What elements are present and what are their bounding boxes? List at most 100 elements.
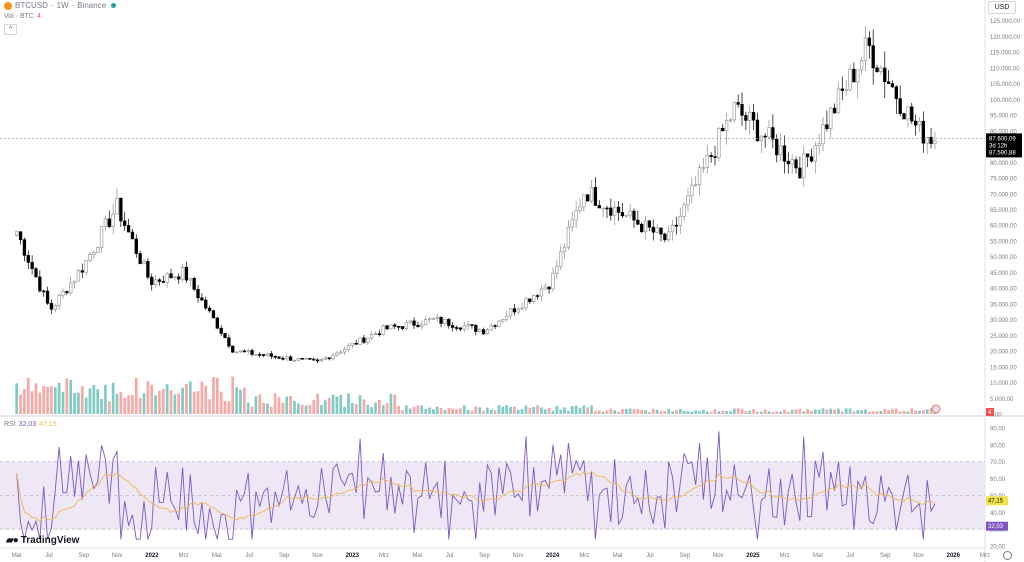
- candle-body: [269, 353, 273, 357]
- volume-bar: [671, 411, 674, 414]
- candle-body: [404, 322, 409, 329]
- candle-body: [508, 308, 513, 317]
- candle-body: [466, 324, 470, 327]
- volume-bar: [84, 397, 88, 414]
- symbol-legend[interactable]: BTCUSD · 1W · Binance: [4, 1, 117, 10]
- volume-bar: [374, 402, 377, 414]
- time-tick-label: Mrz: [780, 553, 790, 559]
- candle-body: [902, 113, 906, 120]
- volume-bar: [567, 410, 570, 414]
- volume-bar: [810, 411, 813, 414]
- currency-button[interactable]: USD: [988, 1, 1016, 14]
- candle-body: [636, 219, 640, 225]
- collapse-icon[interactable]: ^: [4, 24, 17, 35]
- candle-body: [180, 267, 185, 280]
- candle-body: [543, 286, 547, 290]
- volume-bar: [678, 408, 682, 414]
- volume-bar: [165, 384, 169, 414]
- volume-bar: [813, 409, 817, 414]
- volume-bar: [543, 409, 547, 414]
- volume-bar: [312, 399, 316, 414]
- candle-body: [26, 255, 30, 263]
- volume-bar: [339, 394, 343, 414]
- volume-bar: [416, 405, 420, 414]
- volume-bar: [420, 405, 424, 414]
- candle-body: [605, 207, 609, 210]
- candle-body: [246, 350, 250, 352]
- candle-body: [832, 107, 837, 114]
- rsi-label: RSI: [4, 421, 16, 428]
- candle-body: [157, 279, 162, 282]
- flag-icon: [931, 404, 941, 414]
- price-tick-label: 10.000,00: [990, 381, 1017, 387]
- volume-bar: [690, 411, 694, 414]
- volume-bar: [536, 405, 539, 414]
- candle-body: [551, 272, 555, 290]
- volume-bar: [501, 406, 505, 414]
- candle-body: [524, 298, 528, 309]
- candle-body: [493, 325, 497, 327]
- volume-bar: [875, 411, 879, 414]
- volume-bar: [92, 384, 96, 414]
- candle-body: [396, 326, 401, 328]
- volume-bar: [725, 410, 728, 414]
- volume-bar: [204, 385, 208, 414]
- volume-bar: [107, 401, 111, 414]
- candle-body: [312, 358, 316, 361]
- candle-body: [385, 325, 389, 330]
- volume-bar: [570, 406, 574, 414]
- candle-body: [18, 231, 23, 240]
- volume-bar: [26, 377, 30, 414]
- volume-tag-text: 4: [988, 410, 992, 416]
- volume-bar: [432, 409, 435, 414]
- volume-bar: [435, 406, 439, 414]
- volume-bar: [235, 387, 238, 414]
- time-tick-label: 2026: [947, 553, 961, 559]
- candle-body: [589, 187, 594, 202]
- price-tag: [986, 133, 1022, 158]
- volume-bar: [829, 408, 833, 414]
- volume-bar: [96, 389, 100, 414]
- candle-body: [763, 135, 767, 138]
- volume-bar: [131, 395, 134, 414]
- interval: 1W: [56, 1, 69, 10]
- volume-bar: [219, 391, 223, 414]
- volume-bar: [242, 387, 246, 414]
- price-tick-label: 45.000,00: [990, 271, 1017, 277]
- price-tick-label: 105.000,00: [990, 82, 1021, 88]
- candle-body: [165, 273, 169, 283]
- candle-body: [254, 354, 258, 356]
- volume-bar: [46, 386, 49, 414]
- volume-bar: [559, 409, 563, 414]
- volume-bar: [405, 405, 408, 414]
- candle-body: [929, 136, 933, 144]
- volume-bar: [23, 389, 26, 414]
- volume-bar: [227, 401, 231, 414]
- candle-body: [505, 315, 509, 320]
- candle-body: [701, 167, 706, 169]
- candle-body: [138, 253, 142, 264]
- volume-bar: [844, 408, 848, 414]
- volume-bar: [775, 411, 779, 414]
- volume-bar: [200, 381, 204, 414]
- volume-bar: [628, 408, 632, 414]
- volume-bar: [497, 405, 501, 414]
- candle-body: [751, 112, 756, 121]
- settings-icon[interactable]: [1003, 551, 1012, 560]
- volume-bar: [578, 407, 582, 414]
- rsi-line: [16, 431, 936, 540]
- candle-body: [917, 120, 922, 126]
- time-tick-label: Nov: [312, 553, 323, 559]
- volume-bar: [914, 410, 917, 414]
- volume-bar: [115, 393, 119, 414]
- volume-bar: [459, 408, 462, 414]
- volume-bar: [188, 381, 192, 414]
- tradingview-logo[interactable]: ▰● TradingView: [6, 535, 79, 546]
- candle-body: [454, 327, 459, 329]
- candle-body: [489, 325, 493, 331]
- volume-bar: [362, 399, 366, 414]
- volume-bar: [817, 409, 821, 414]
- candle-body: [69, 282, 73, 294]
- volume-bar: [389, 393, 393, 414]
